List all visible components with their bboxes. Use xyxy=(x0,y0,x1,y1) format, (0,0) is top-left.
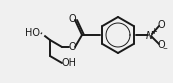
Text: O: O xyxy=(68,14,76,24)
Text: $^-$: $^-$ xyxy=(161,44,169,54)
Text: O: O xyxy=(157,20,165,30)
Text: O: O xyxy=(157,40,165,50)
Text: O: O xyxy=(68,42,76,52)
Text: $N$: $N$ xyxy=(145,29,154,41)
Text: OH: OH xyxy=(61,58,76,68)
Text: HO: HO xyxy=(25,28,40,38)
Text: +: + xyxy=(151,27,157,37)
